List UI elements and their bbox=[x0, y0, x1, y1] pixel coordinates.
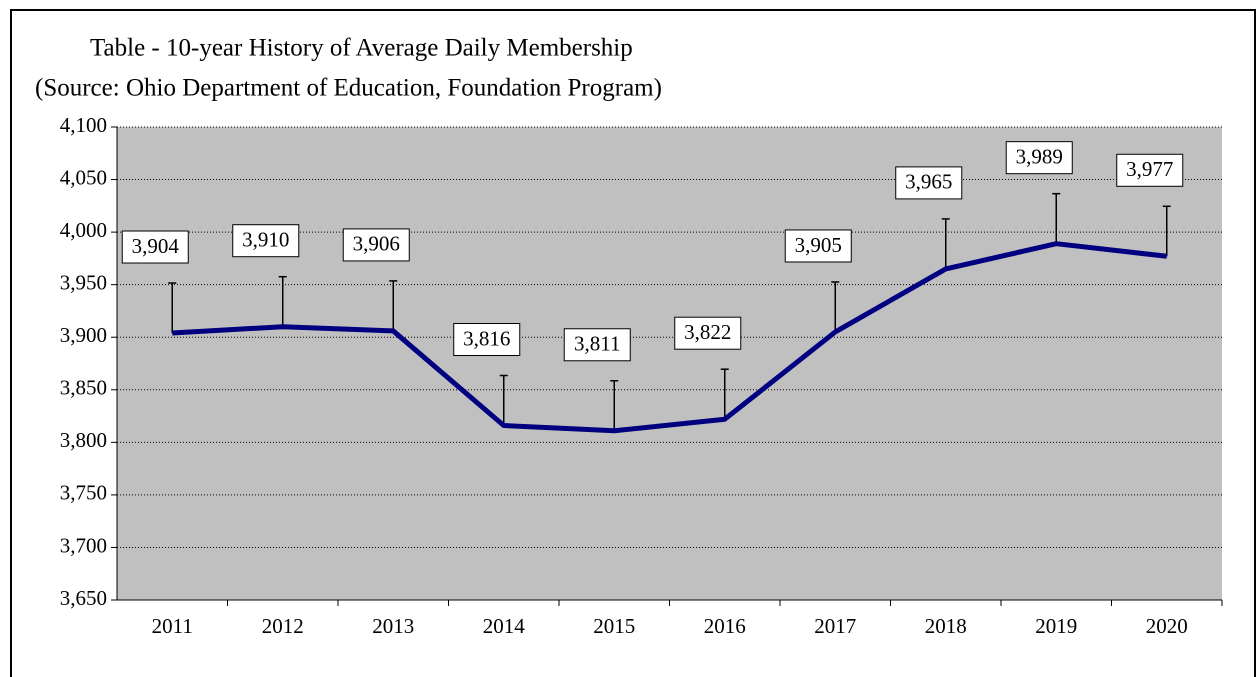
x-tick-label: 2020 bbox=[1146, 614, 1188, 638]
y-tick-label: 4,000 bbox=[60, 218, 107, 242]
data-label: 3,822 bbox=[684, 320, 731, 344]
data-label-box bbox=[342, 228, 410, 262]
data-label: 3,906 bbox=[353, 232, 400, 256]
data-label-box bbox=[563, 328, 631, 362]
x-tick-label: 2017 bbox=[814, 614, 856, 638]
data-label: 3,965 bbox=[905, 170, 952, 194]
y-tick-label: 3,650 bbox=[60, 586, 107, 610]
x-tick-label: 2018 bbox=[925, 614, 967, 638]
x-tick-label: 2011 bbox=[152, 614, 193, 638]
x-tick-label: 2019 bbox=[1035, 614, 1077, 638]
x-tick-label: 2012 bbox=[262, 614, 304, 638]
plot-area bbox=[117, 127, 1222, 600]
data-label-box bbox=[1116, 153, 1184, 187]
data-label: 3,977 bbox=[1126, 157, 1173, 181]
series-line bbox=[172, 241, 1168, 434]
y-tick-label: 3,700 bbox=[60, 533, 107, 557]
x-tick-label: 2016 bbox=[704, 614, 746, 638]
data-label-box bbox=[1005, 141, 1073, 175]
data-label-box bbox=[232, 224, 300, 258]
data-label: 3,816 bbox=[463, 326, 510, 350]
data-label: 3,811 bbox=[574, 332, 620, 356]
y-tick-label: 3,900 bbox=[60, 323, 107, 347]
data-label: 3,904 bbox=[132, 234, 180, 258]
data-label: 3,989 bbox=[1016, 144, 1063, 168]
y-tick-label: 3,750 bbox=[60, 481, 107, 505]
y-tick-label: 3,850 bbox=[60, 376, 107, 400]
data-label-box bbox=[674, 316, 742, 350]
data-label-box bbox=[453, 323, 521, 357]
x-tick-label: 2013 bbox=[372, 614, 414, 638]
y-tick-label: 4,050 bbox=[60, 165, 107, 189]
data-label: 3,910 bbox=[242, 228, 289, 252]
x-tick-label: 2015 bbox=[593, 614, 635, 638]
data-label-box bbox=[784, 229, 852, 263]
x-tick-label: 2014 bbox=[483, 614, 526, 638]
data-label-box bbox=[121, 230, 189, 264]
chart-title: Table - 10-year History of Average Daily… bbox=[90, 35, 633, 62]
data-label: 3,905 bbox=[795, 233, 842, 257]
y-tick-label: 4,100 bbox=[60, 113, 107, 137]
chart-subtitle: (Source: Ohio Department of Education, F… bbox=[35, 75, 662, 102]
data-label-box bbox=[895, 166, 963, 200]
y-tick-label: 3,950 bbox=[60, 270, 107, 294]
y-tick-label: 3,800 bbox=[60, 428, 107, 452]
